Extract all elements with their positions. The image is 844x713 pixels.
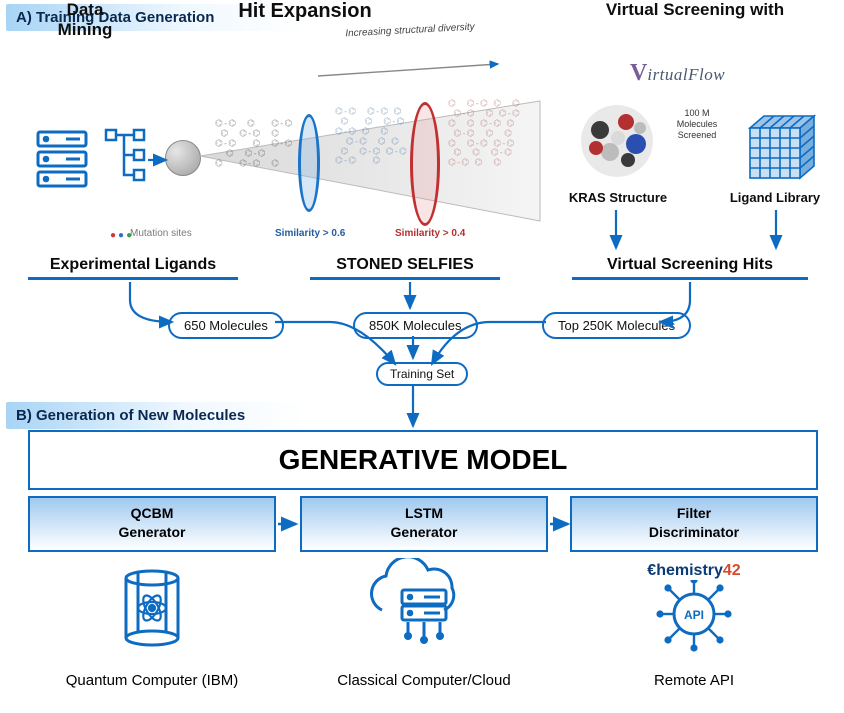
api-label: API [684, 608, 704, 622]
hw-label-quantum: Quantum Computer (IBM) [28, 672, 276, 689]
quantum-computer-icon [28, 558, 276, 658]
chemistry42-api-icon: €hemistry42 API [570, 558, 818, 658]
chemistry42-number: 42 [723, 562, 741, 579]
hw-label-classical: Classical Computer/Cloud [300, 672, 548, 689]
flow-arrows [0, 0, 844, 430]
chemistry42-brand-text: hemistry [656, 562, 723, 579]
hw-label-remote-api: Remote API [570, 672, 818, 689]
section-b-header: B) Generation of New Molecules [6, 402, 306, 429]
generative-model-box: GENERATIVE MODEL [28, 430, 818, 490]
cloud-server-icon [300, 558, 548, 658]
chemistry42-c-glyph: € [647, 562, 656, 579]
